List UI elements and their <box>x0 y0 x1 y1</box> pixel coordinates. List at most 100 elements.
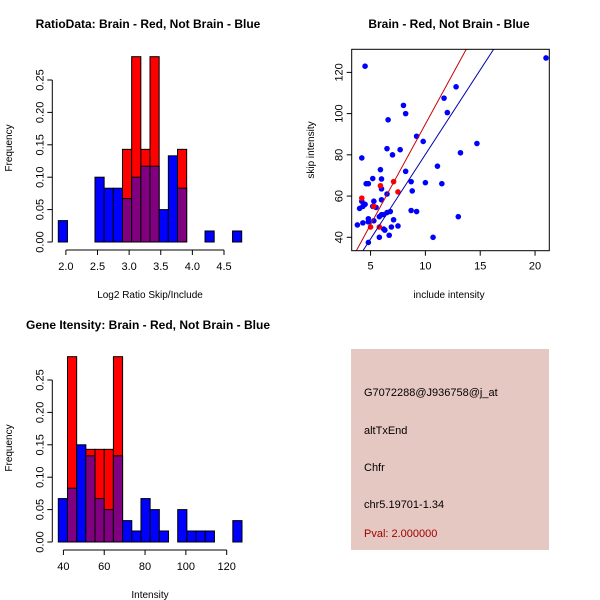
scatter-plot-box <box>351 48 550 252</box>
y-tick-label: 0.25 <box>34 69 46 90</box>
scatter-point-not-brain <box>358 155 365 161</box>
scatter-point-not-brain <box>434 163 441 169</box>
histogram-bar-overlap <box>103 509 114 543</box>
histogram-bar-not-brain <box>177 509 188 543</box>
scatter-point-not-brain <box>377 166 384 173</box>
scatter-point-not-brain <box>457 149 464 156</box>
y-tick-label: 60 <box>334 190 346 202</box>
scatter-point-not-brain <box>400 102 407 109</box>
scatter-title: Brain - Red, Not Brain - Blue <box>368 17 530 31</box>
y-tick-label: 0.10 <box>34 466 46 487</box>
scatter-point-not-brain <box>441 95 447 101</box>
scatter-point-not-brain <box>408 178 414 185</box>
x-tick-label: 80 <box>139 561 151 573</box>
intensity-histogram-title: Gene Itensity: Brain - Red, Not Brain - … <box>26 318 270 332</box>
histogram-bar-not-brain <box>57 498 68 543</box>
ratio-histogram-xlabel: Log2 Ratio Skip/Include <box>97 290 203 301</box>
histogram-bar-not-brain <box>76 444 87 543</box>
scatter-point-not-brain <box>413 208 420 215</box>
x-tick-label: 40 <box>57 561 69 573</box>
scatter-point-not-brain <box>365 180 372 187</box>
scatter-point-not-brain <box>382 227 388 233</box>
info-location: chr5.19701-1.34 <box>364 499 444 511</box>
x-tick-label: 2.0 <box>58 261 73 273</box>
y-tick-label: 80 <box>334 149 346 161</box>
info-panel: G7072288@J936758@j_at altTxEnd Chfr chr5… <box>351 349 549 550</box>
x-tick-label: 4.5 <box>216 261 231 273</box>
scatter-point-not-brain <box>362 63 368 70</box>
y-tick-label: 0.10 <box>34 166 46 187</box>
scatter-point-not-brain <box>360 203 366 210</box>
histogram-bar-not-brain <box>204 530 215 543</box>
x-tick-label: 3.0 <box>121 261 136 273</box>
scatter-point-not-brain <box>453 84 459 90</box>
y-tick-label: 0.05 <box>34 199 46 220</box>
x-tick-label: 3.5 <box>153 261 168 273</box>
info-panel-background <box>351 349 549 550</box>
scatter-panel: Brain - Red, Not Brain - Blue include in… <box>306 17 550 301</box>
histogram-bar-not-brain <box>57 220 68 243</box>
histogram-bar-overlap <box>94 498 105 543</box>
ratio-histogram-panel: RatioData: Brain - Red, Not Brain - Blue… <box>4 17 261 301</box>
scatter-point-not-brain <box>378 176 385 182</box>
ratio-histogram-title: RatioData: Brain - Red, Not Brain - Blue <box>36 17 261 31</box>
ratio-histogram-ylabel: Frequency <box>4 124 15 171</box>
y-tick-label: 40 <box>334 231 346 243</box>
fit-line-brain <box>355 49 467 251</box>
x-tick-label: 60 <box>98 561 110 573</box>
scatter-point-not-brain <box>371 198 377 205</box>
scatter-point-not-brain <box>369 175 376 182</box>
scatter-point-brain <box>367 224 374 230</box>
scatter-point-not-brain <box>474 140 480 147</box>
scatter-point-not-brain <box>439 180 445 187</box>
histogram-bar-not-brain <box>186 530 197 543</box>
scatter-point-not-brain <box>430 234 436 241</box>
intensity-histogram-ylabel: Frequency <box>4 424 15 471</box>
histogram-bar-not-brain <box>131 530 142 543</box>
y-tick-label: 0.05 <box>34 499 46 520</box>
scatter-point-not-brain <box>543 55 549 61</box>
histogram-bar-not-brain <box>204 230 215 243</box>
histogram-bar-overlap <box>66 487 78 543</box>
scatter-point-not-brain <box>455 213 462 220</box>
fit-line-not-brain <box>362 49 495 251</box>
y-tick-label: 0.25 <box>34 369 46 390</box>
scatter-point-not-brain <box>444 109 451 116</box>
info-pval: Pval: 2.000000 <box>364 528 437 540</box>
x-tick-label: 120 <box>218 561 236 573</box>
histogram-bar-overlap <box>140 165 151 243</box>
x-tick-label: 2.5 <box>90 261 105 273</box>
x-tick-label: 10 <box>419 261 431 273</box>
scatter-point-not-brain <box>397 146 403 153</box>
scatter-point-not-brain <box>385 117 391 123</box>
histogram-bar-overlap <box>149 165 160 243</box>
y-tick-label: 0.20 <box>34 102 46 123</box>
scatter-point-not-brain <box>420 138 426 145</box>
scatter-point-not-brain <box>376 213 383 220</box>
y-tick-label: 100 <box>334 104 346 122</box>
scatter-point-not-brain <box>402 168 409 175</box>
scatter-point-not-brain <box>422 179 429 186</box>
scatter-point-not-brain <box>354 222 361 228</box>
histogram-bar-not-brain <box>94 176 105 243</box>
scatter-xlabel: include intensity <box>413 290 484 301</box>
scatter-point-not-brain <box>384 145 390 152</box>
x-tick-label: 15 <box>474 261 486 273</box>
histogram-bar-not-brain <box>167 155 179 243</box>
scatter-point-not-brain <box>408 207 414 214</box>
intensity-histogram-panel: Gene Itensity: Brain - Red, Not Brain - … <box>4 318 270 600</box>
histogram-bar-not-brain <box>122 520 133 543</box>
scatter-point-not-brain <box>388 224 395 230</box>
scatter-point-not-brain <box>395 223 401 229</box>
x-tick-label: 5 <box>367 261 373 273</box>
x-tick-label: 100 <box>177 561 195 573</box>
scatter-point-brain <box>371 203 377 210</box>
histogram-bar-overlap <box>131 176 142 243</box>
histogram-bar-not-brain <box>158 209 169 243</box>
histogram-bar-overlap <box>121 198 133 243</box>
y-tick-label: 0.15 <box>34 134 46 155</box>
scatter-point-not-brain <box>402 110 409 117</box>
scatter-point-brain <box>358 195 365 201</box>
scatter-point-not-brain <box>390 216 397 223</box>
histogram-bar-not-brain <box>232 520 243 543</box>
